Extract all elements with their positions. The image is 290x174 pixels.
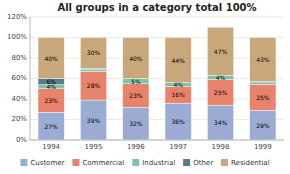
bar-segment [80, 71, 106, 100]
bar-segment [250, 83, 276, 85]
data-label: 25% [256, 94, 270, 101]
grid-line [30, 99, 284, 100]
data-label: 32% [129, 120, 143, 127]
legend-swatch [132, 159, 139, 166]
grid-line [30, 119, 284, 120]
x-tick-label: 1998 [212, 143, 230, 151]
legend-swatch [20, 159, 27, 166]
bar-segment [250, 110, 276, 140]
data-label: 43% [256, 56, 270, 63]
bars [38, 27, 276, 140]
bar-segment [38, 89, 64, 113]
data-label: 36% [171, 118, 185, 125]
grid-line [30, 17, 284, 18]
bar-segment [250, 38, 276, 82]
bar-segment [165, 87, 191, 103]
x-axis: 1994 1995 1996 1997 1998 1999 [42, 143, 271, 151]
bar-segment [123, 79, 149, 84]
grid-line [30, 140, 284, 141]
legend-swatch [72, 159, 79, 166]
grid-line [30, 37, 284, 38]
legend: Customer Commercial Industrial Other Residen… [20, 159, 269, 167]
legend-swatch [183, 159, 190, 166]
legend-label: Industrial [142, 159, 175, 167]
x-tick-label: 1997 [169, 143, 187, 151]
data-label: 28% [87, 82, 101, 89]
data-label: 47% [214, 48, 228, 55]
y-tick-label: 80% [11, 54, 27, 62]
bar-segment [38, 79, 64, 85]
data-labels: 27% 39% 32% 36% 34% 29% 23% 28% 23% 16% 25% 25% 4% 5%… [44, 48, 269, 130]
bar-segment [207, 27, 233, 75]
bar-segment [123, 84, 149, 108]
grid-line [30, 58, 284, 59]
bar-segment [250, 85, 276, 111]
data-label: 23% [129, 92, 143, 99]
chart: All groups in a category total 100% 0% 20%… [0, 0, 290, 174]
bar-segment [80, 69, 106, 71]
data-label: 23% [44, 97, 58, 104]
y-axis: 0% 20% 40% 60% 80% 100% 120% [7, 13, 284, 144]
bar-segment [80, 38, 106, 69]
y-tick-label: 20% [11, 115, 27, 123]
legend-label: Residential [231, 159, 270, 167]
bar-segment [207, 80, 233, 106]
grid-line [30, 78, 284, 79]
data-label: 29% [256, 122, 270, 129]
legend-label: Other [193, 159, 213, 167]
data-label: 40% [44, 55, 58, 62]
y-tick-label: 40% [11, 95, 27, 103]
data-label: 27% [44, 123, 58, 130]
y-tick-label: 100% [7, 33, 27, 41]
data-label: 25% [214, 89, 228, 96]
data-label: 4% [216, 74, 226, 81]
data-label: 16% [171, 91, 185, 98]
data-label: 44% [171, 57, 185, 64]
bar-segment [38, 112, 64, 140]
y-tick-label: 60% [11, 74, 27, 82]
y-tick-label: 0% [16, 136, 27, 144]
bar-segment [80, 100, 106, 140]
data-label: 30% [87, 49, 101, 56]
x-tick-label: 1994 [42, 143, 60, 151]
data-label: 34% [214, 119, 228, 126]
data-label: 6% [46, 78, 56, 85]
x-tick-label: 1996 [127, 143, 145, 151]
legend-label: Customer [30, 159, 64, 167]
bar-segment [165, 38, 191, 83]
x-axis-line [30, 140, 284, 141]
bar-segment [207, 105, 233, 140]
bar-segment [38, 38, 64, 79]
title: All groups in a category total 100% [57, 2, 256, 13]
y-tick-label: 120% [7, 13, 27, 21]
data-label: 40% [129, 55, 143, 62]
x-tick-label: 1999 [254, 143, 272, 151]
data-label: 39% [87, 117, 101, 124]
legend-swatch [221, 159, 228, 166]
bar-segment [165, 103, 191, 140]
data-label: 5% [131, 78, 141, 85]
legend-label: Commercial [82, 159, 124, 167]
bar-segment [123, 107, 149, 140]
grid [30, 17, 284, 140]
data-label: 4% [173, 81, 183, 88]
x-tick-label: 1995 [85, 143, 103, 151]
y-axis-line [30, 17, 31, 140]
bar-segment [123, 38, 149, 79]
